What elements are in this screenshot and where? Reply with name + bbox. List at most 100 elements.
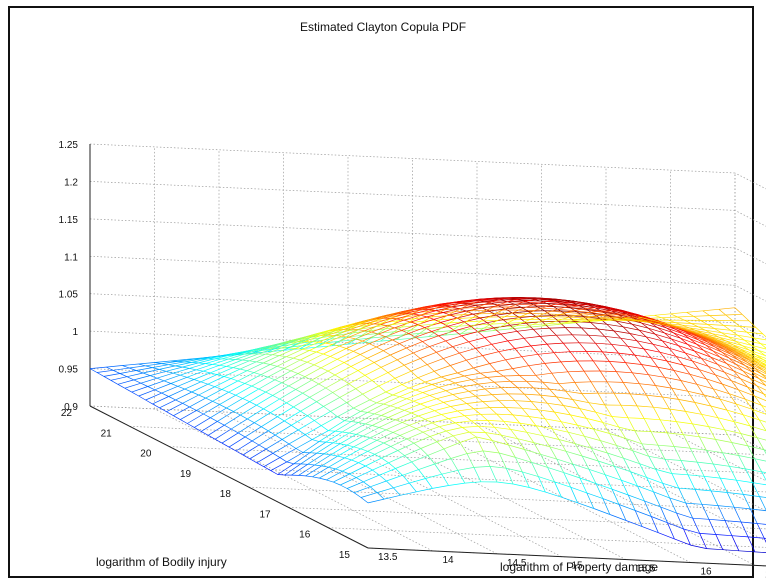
- surface-mesh-line: [117, 379, 134, 385]
- surface-mesh-line: [627, 345, 644, 350]
- surface-mesh-line: [762, 359, 766, 362]
- surface-mesh-line: [448, 375, 465, 381]
- surface-mesh-line: [348, 423, 366, 434]
- surface-mesh-line: [662, 396, 670, 410]
- surface-mesh-line: [283, 359, 301, 369]
- surface-mesh-line: [752, 482, 760, 497]
- surface-mesh-line: [671, 473, 680, 489]
- surface-mesh-line: [348, 330, 365, 338]
- surface-mesh-line: [575, 443, 592, 449]
- surface-mesh-line: [184, 388, 192, 393]
- surface-mesh-line: [279, 457, 287, 463]
- surface-mesh-line: [758, 363, 766, 369]
- surface-mesh-line: [290, 344, 307, 348]
- surface-mesh-line: [496, 368, 513, 372]
- surface-mesh-line: [482, 351, 499, 356]
- surface-mesh-line: [686, 310, 703, 313]
- surface-mesh-line: [152, 367, 160, 370]
- surface-mesh-line: [641, 443, 650, 457]
- surface-mesh-line: [226, 407, 234, 412]
- surface-mesh-line: [554, 481, 562, 498]
- surface-mesh-line: [168, 361, 185, 366]
- surface-mesh-line: [249, 353, 266, 362]
- surface-mesh-line: [473, 408, 481, 415]
- surface-mesh-line: [539, 336, 548, 345]
- surface-mesh-line: [443, 442, 461, 450]
- surface-mesh-line: [657, 445, 666, 460]
- surface-mesh-line: [138, 389, 155, 397]
- surface-mesh-line: [474, 320, 482, 326]
- surface-mesh-line: [655, 333, 672, 340]
- surface-mesh-line: [434, 406, 451, 412]
- surface-mesh-line: [484, 301, 492, 305]
- surface-mesh-line: [590, 381, 599, 394]
- surface-mesh-line: [431, 331, 439, 337]
- surface-mesh-line: [743, 494, 760, 497]
- surface-mesh-line: [413, 352, 421, 359]
- surface-mesh-line: [323, 443, 341, 455]
- surface-mesh-line: [618, 426, 635, 432]
- surface-mesh-line: [581, 327, 598, 330]
- surface-mesh-line: [607, 452, 624, 459]
- surface-mesh-line: [710, 356, 718, 365]
- surface-mesh-line: [542, 381, 559, 385]
- surface-mesh-line: [496, 312, 513, 316]
- surface-mesh-line: [401, 329, 409, 334]
- surface-mesh-line: [623, 458, 631, 472]
- surface-mesh-line: [351, 450, 368, 461]
- surface-mesh-line: [440, 315, 448, 321]
- surface-mesh-line: [634, 354, 642, 365]
- surface-mesh-line: [293, 406, 301, 412]
- surface-mesh-line: [309, 333, 317, 337]
- surface-mesh-line: [515, 457, 523, 473]
- surface-mesh-line: [599, 314, 607, 316]
- surface-mesh-line: [420, 398, 437, 405]
- surface-mesh-line: [415, 422, 433, 429]
- surface-mesh-line: [412, 336, 429, 339]
- surface-mesh-line: [593, 428, 610, 434]
- surface-mesh-line: [521, 407, 530, 417]
- surface-mesh-line: [300, 410, 308, 416]
- surface-mesh-line: [703, 350, 711, 358]
- surface-mesh-line: [378, 327, 395, 335]
- surface-mesh-line: [263, 466, 271, 471]
- surface-mesh-line: [427, 402, 444, 408]
- surface-mesh-line: [535, 425, 544, 436]
- surface-mesh-line: [720, 477, 737, 481]
- surface-mesh-line: [304, 337, 321, 341]
- surface-mesh-line: [604, 307, 621, 312]
- surface-mesh-line: [509, 325, 517, 330]
- surface-mesh-line: [325, 431, 343, 443]
- surface-mesh-line: [645, 320, 653, 322]
- surface-mesh-line: [388, 455, 405, 464]
- surface-mesh-line: [385, 422, 403, 431]
- surface-mesh-line: [471, 377, 488, 381]
- surface-mesh-line: [731, 442, 739, 456]
- surface-mesh-line: [701, 413, 718, 419]
- surface-mesh-line: [145, 363, 162, 367]
- surface-mesh-line: [372, 469, 380, 476]
- surface-mesh-line: [746, 362, 755, 368]
- surface-mesh-line: [488, 313, 496, 318]
- surface-mesh-line: [355, 425, 373, 435]
- surface-mesh-line: [427, 406, 435, 412]
- surface-mesh-line: [149, 370, 167, 376]
- surface-mesh-line: [430, 312, 439, 318]
- surface-mesh-line: [395, 412, 412, 421]
- surface-mesh-line: [629, 333, 638, 342]
- surface-mesh-line: [166, 370, 174, 374]
- surface-mesh-line: [205, 358, 222, 364]
- surface-mesh-line: [309, 387, 326, 398]
- surface-mesh-line: [343, 362, 352, 367]
- surface-mesh-line: [592, 304, 600, 306]
- surface-mesh-line: [479, 317, 488, 323]
- surface-mesh-line: [532, 321, 540, 326]
- surface-mesh-line: [299, 346, 316, 350]
- surface-mesh-line: [560, 361, 569, 373]
- x-tick-label: 15: [339, 550, 351, 561]
- surface-mesh-line: [467, 302, 476, 306]
- surface-mesh-line: [540, 453, 557, 460]
- surface-mesh-line: [482, 307, 490, 312]
- surface-mesh-line: [358, 413, 375, 423]
- surface-mesh-line: [429, 430, 447, 437]
